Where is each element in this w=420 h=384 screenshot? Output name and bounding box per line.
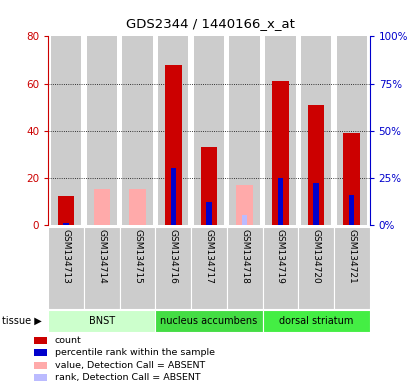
Text: GSM134715: GSM134715 xyxy=(133,229,142,284)
Text: GSM134721: GSM134721 xyxy=(347,229,356,284)
Bar xyxy=(165,65,181,225)
Bar xyxy=(334,227,370,309)
Text: GSM134713: GSM134713 xyxy=(62,229,71,284)
Bar xyxy=(155,227,191,309)
Bar xyxy=(94,189,110,225)
Bar xyxy=(158,36,189,225)
Bar xyxy=(308,105,324,225)
Bar xyxy=(34,374,47,381)
Text: GSM134714: GSM134714 xyxy=(97,229,106,284)
Bar xyxy=(278,178,283,225)
Bar xyxy=(48,310,155,332)
Bar xyxy=(298,227,334,309)
Text: GSM134719: GSM134719 xyxy=(276,229,285,284)
Bar xyxy=(122,36,153,225)
Bar xyxy=(236,185,253,225)
Text: nucleus accumbens: nucleus accumbens xyxy=(160,316,257,326)
Bar xyxy=(227,227,262,309)
Bar xyxy=(206,202,212,225)
Bar xyxy=(120,227,155,309)
Text: GSM134717: GSM134717 xyxy=(205,229,213,284)
Bar xyxy=(265,36,296,225)
Text: GSM134716: GSM134716 xyxy=(169,229,178,284)
Bar xyxy=(262,227,298,309)
Bar xyxy=(349,195,354,225)
Bar xyxy=(313,183,319,225)
Bar xyxy=(58,197,74,225)
Bar xyxy=(201,147,217,225)
Bar xyxy=(129,189,146,225)
Bar xyxy=(34,349,47,356)
Bar xyxy=(48,227,84,309)
Text: percentile rank within the sample: percentile rank within the sample xyxy=(55,348,215,357)
Text: BNST: BNST xyxy=(89,316,115,326)
Bar xyxy=(262,310,370,332)
Text: tissue ▶: tissue ▶ xyxy=(2,316,42,326)
Bar xyxy=(84,227,120,309)
Bar xyxy=(272,81,289,225)
Bar xyxy=(34,362,47,369)
Bar xyxy=(155,310,262,332)
Text: GDS2344 / 1440166_x_at: GDS2344 / 1440166_x_at xyxy=(126,17,294,30)
Bar xyxy=(344,133,360,225)
Text: GSM134720: GSM134720 xyxy=(312,229,320,284)
Text: value, Detection Call = ABSENT: value, Detection Call = ABSENT xyxy=(55,361,205,370)
Bar xyxy=(34,337,47,344)
Bar xyxy=(336,36,367,225)
Text: count: count xyxy=(55,336,81,345)
Bar xyxy=(191,227,227,309)
Bar xyxy=(242,215,247,225)
Bar xyxy=(194,36,224,225)
Bar xyxy=(229,36,260,225)
Text: rank, Detection Call = ABSENT: rank, Detection Call = ABSENT xyxy=(55,373,200,382)
Bar xyxy=(301,36,331,225)
Text: dorsal striatum: dorsal striatum xyxy=(279,316,353,326)
Bar xyxy=(171,168,176,225)
Bar xyxy=(51,36,81,225)
Bar xyxy=(63,223,69,225)
Text: GSM134718: GSM134718 xyxy=(240,229,249,284)
Bar xyxy=(87,36,117,225)
